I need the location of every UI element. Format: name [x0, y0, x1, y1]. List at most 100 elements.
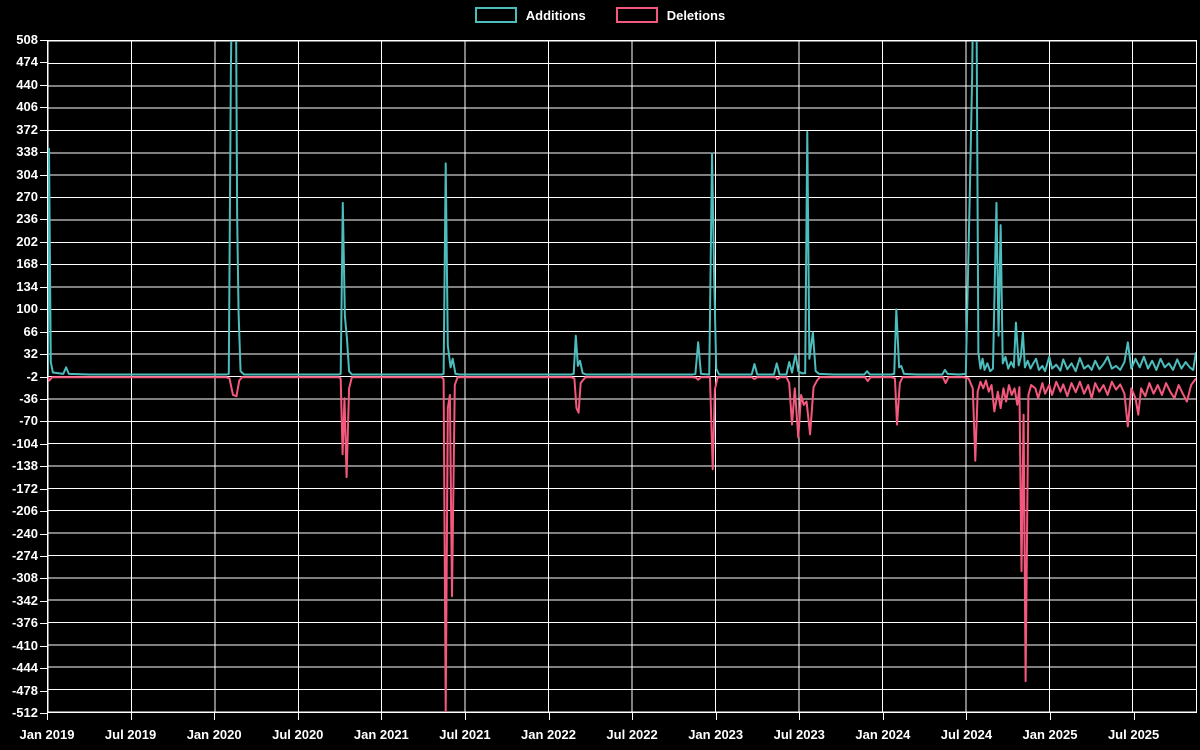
- x-tick-label: Jan 2020: [186, 727, 242, 742]
- y-tick-label: -376: [11, 615, 38, 631]
- y-tick-label: 474: [16, 54, 38, 70]
- legend-item-additions[interactable]: Additions: [474, 7, 586, 23]
- x-tick-label: Jul 2019: [104, 727, 157, 742]
- y-tick-label: 440: [16, 76, 38, 92]
- x-tick-label: Jul 2020: [272, 727, 324, 742]
- chart-legend: Additions Deletions: [0, 7, 1200, 23]
- y-tick-label: -308: [11, 570, 38, 586]
- y-tick-label: -444: [11, 660, 38, 676]
- y-tick-label: -512: [11, 705, 38, 720]
- y-tick-mark: [40, 219, 47, 221]
- y-tick-label: -274: [11, 547, 38, 563]
- y-tick-mark: [40, 107, 47, 109]
- y-tick-label: -206: [11, 503, 38, 519]
- y-tick-mark: [40, 713, 47, 714]
- y-tick-mark: [40, 690, 47, 692]
- y-tick-mark: [40, 466, 47, 468]
- x-tick-mark: [1050, 713, 1052, 720]
- x-tick-label: Jul 2021: [439, 727, 491, 742]
- y-tick-label: -172: [11, 480, 38, 496]
- y-tick-label: 202: [16, 233, 38, 249]
- y-tick-mark: [40, 286, 47, 288]
- x-tick-label: Jan 2022: [521, 727, 576, 742]
- y-tick-mark: [40, 354, 47, 356]
- y-tick-mark: [40, 84, 47, 86]
- x-tick-label: Jan 2019: [19, 727, 75, 742]
- y-tick-mark: [40, 623, 47, 625]
- y-tick-label: 372: [16, 121, 38, 137]
- y-tick-mark: [40, 511, 47, 513]
- x-tick-mark: [548, 713, 550, 720]
- y-tick-mark: [40, 443, 47, 445]
- x-tick-mark: [214, 713, 216, 720]
- x-tick-mark: [381, 713, 383, 720]
- y-tick-label: -342: [11, 592, 38, 608]
- y-tick-label: -104: [11, 435, 38, 451]
- y-tick-mark: [40, 488, 47, 490]
- x-tick-mark: [464, 713, 466, 720]
- y-tick-label: -410: [11, 637, 38, 653]
- x-tick-mark: [1133, 713, 1135, 720]
- y-tick-mark: [40, 129, 47, 131]
- y-tick-mark: [40, 241, 47, 243]
- x-tick-label: Jan 2025: [1022, 727, 1078, 742]
- x-tick-label: Jul 2022: [606, 727, 658, 742]
- y-tick-label: 508: [16, 32, 38, 47]
- y-tick-mark: [40, 264, 47, 266]
- y-tick-mark: [40, 600, 47, 602]
- y-tick-label: 66: [23, 323, 38, 339]
- y-tick-label: 236: [16, 211, 38, 227]
- x-tick-mark: [47, 713, 48, 720]
- x-tick-mark: [297, 713, 299, 720]
- y-tick-mark: [40, 376, 47, 378]
- deletions-swatch-icon: [615, 7, 658, 23]
- series-line-deletions: [48, 376, 1196, 712]
- legend-label-additions: Additions: [525, 7, 586, 23]
- x-tick-label: Jul 2023: [773, 727, 825, 742]
- y-tick-mark: [40, 197, 47, 199]
- y-tick-mark: [40, 309, 47, 311]
- y-tick-label: -36: [19, 390, 38, 406]
- legend-label-deletions: Deletions: [666, 7, 726, 23]
- x-tick-label: Jan 2023: [688, 727, 744, 742]
- x-tick-label: Jul 2025: [1107, 727, 1160, 742]
- y-tick-mark: [40, 40, 47, 41]
- x-tick-label: Jan 2024: [855, 727, 911, 742]
- y-tick-mark: [40, 398, 47, 400]
- y-tick-label: -138: [11, 458, 38, 474]
- series-line-additions: [48, 41, 1196, 376]
- plot-area: [47, 40, 1197, 713]
- x-tick-label: Jan 2021: [353, 727, 409, 742]
- y-tick-label: 168: [16, 256, 38, 272]
- y-tick-mark: [40, 533, 47, 535]
- x-tick-mark: [632, 713, 634, 720]
- y-tick-mark: [40, 174, 47, 176]
- y-tick-label: 406: [16, 99, 38, 115]
- x-tick-mark: [799, 713, 801, 720]
- y-tick-label: 270: [16, 189, 38, 205]
- y-tick-mark: [40, 331, 47, 333]
- x-tick-mark: [966, 713, 968, 720]
- y-tick-label: 304: [16, 166, 38, 182]
- y-tick-mark: [40, 152, 47, 154]
- y-tick-mark: [40, 555, 47, 557]
- y-tick-label: 100: [16, 301, 38, 317]
- x-tick-mark: [882, 713, 884, 720]
- y-tick-label: 338: [16, 144, 38, 160]
- y-tick-mark: [40, 668, 47, 670]
- y-tick-label: -240: [11, 525, 38, 541]
- chart-canvas: [48, 41, 1196, 712]
- x-tick-label: Jul 2024: [940, 727, 993, 742]
- y-tick-mark: [40, 62, 47, 64]
- x-tick-mark: [715, 713, 717, 720]
- y-tick-mark: [40, 578, 47, 580]
- y-tick-label: 134: [16, 278, 38, 294]
- y-tick-label: -478: [11, 682, 38, 698]
- y-tick-mark: [40, 645, 47, 647]
- y-tick-label: 32: [23, 346, 38, 362]
- y-tick-mark: [40, 421, 47, 423]
- x-tick-mark: [130, 713, 132, 720]
- additions-swatch-icon: [474, 7, 517, 23]
- legend-item-deletions[interactable]: Deletions: [615, 7, 726, 23]
